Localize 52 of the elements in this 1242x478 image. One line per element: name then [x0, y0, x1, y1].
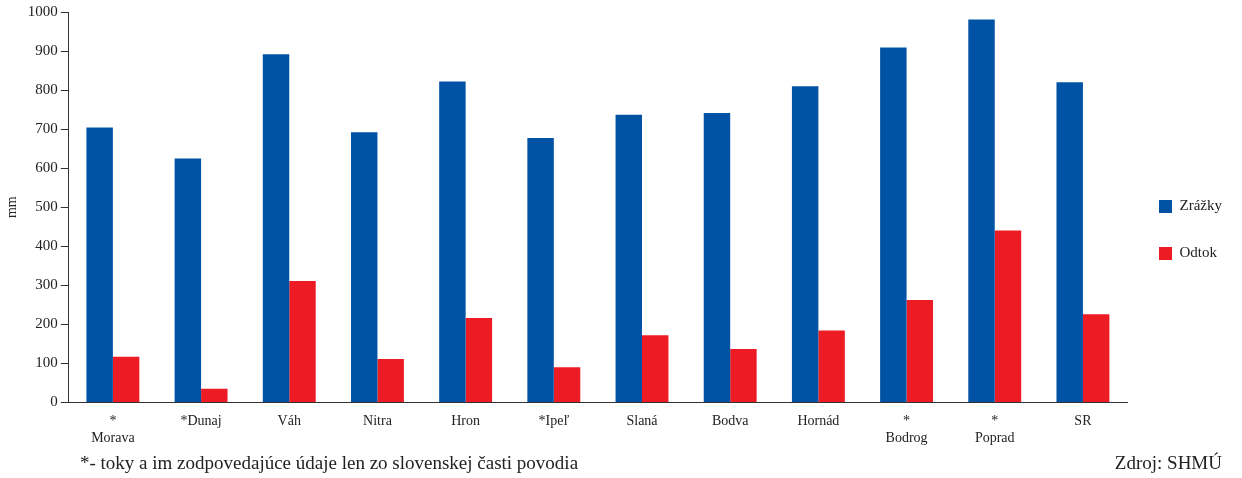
bar	[112, 356, 140, 402]
bar	[527, 138, 554, 402]
legend-label: Odtok	[1179, 244, 1218, 261]
bar	[377, 359, 404, 402]
x-tick-label: Hornád	[797, 413, 840, 429]
y-tick-label: 200	[35, 315, 58, 332]
bar	[1082, 314, 1110, 402]
bar	[994, 230, 1022, 402]
x-tick-label: Nitra	[363, 413, 393, 429]
bar	[553, 367, 581, 402]
bar	[880, 47, 907, 402]
bar	[791, 86, 819, 402]
x-tick-label: * Morava	[91, 413, 136, 446]
x-tick-label: Váh	[277, 413, 301, 429]
bar	[615, 114, 643, 402]
y-axis-title: mm	[4, 196, 20, 219]
bar	[289, 280, 316, 402]
x-tick-label: Slaná	[626, 413, 659, 429]
y-tick-label: 1000	[27, 2, 58, 19]
bar	[174, 158, 202, 402]
y-tick-label: 600	[35, 159, 58, 176]
x-tick-label: SR	[1074, 413, 1093, 429]
x-tick-label: * Bodrog	[885, 413, 928, 446]
x-tick-label: * Poprad	[974, 413, 1015, 446]
y-tick-label: 800	[35, 81, 58, 98]
x-tick-label: Bodva	[711, 413, 750, 429]
y-tick-label: 100	[35, 354, 58, 371]
x-tick-label: Hron	[451, 413, 481, 429]
bar	[818, 330, 845, 402]
y-tick-label: 300	[35, 276, 58, 293]
bar	[465, 318, 493, 402]
legend-label: Zrážky	[1179, 197, 1223, 214]
bar	[906, 300, 934, 402]
bar	[201, 388, 228, 402]
bar	[730, 348, 757, 402]
bar	[262, 54, 290, 402]
bar	[439, 81, 466, 402]
bar	[703, 113, 731, 402]
y-tick-label: 700	[35, 120, 58, 137]
text: Zdroj: SHMÚ	[1114, 452, 1222, 474]
bar	[968, 19, 995, 402]
bar	[1056, 82, 1083, 402]
bar	[350, 132, 378, 402]
y-tick-label: 400	[35, 237, 58, 254]
y-tick-label: 0	[50, 393, 58, 410]
x-tick-label: *Dunaj	[180, 413, 222, 429]
x-tick-label: *Ipeľ	[538, 413, 570, 429]
y-tick-label: 900	[35, 41, 58, 58]
text: *- toky a im zodpovedajúce údaje len zo slovenskej časti povodia	[80, 452, 579, 474]
bar	[642, 335, 669, 402]
bar	[86, 127, 113, 402]
y-tick-label: 500	[35, 198, 58, 215]
